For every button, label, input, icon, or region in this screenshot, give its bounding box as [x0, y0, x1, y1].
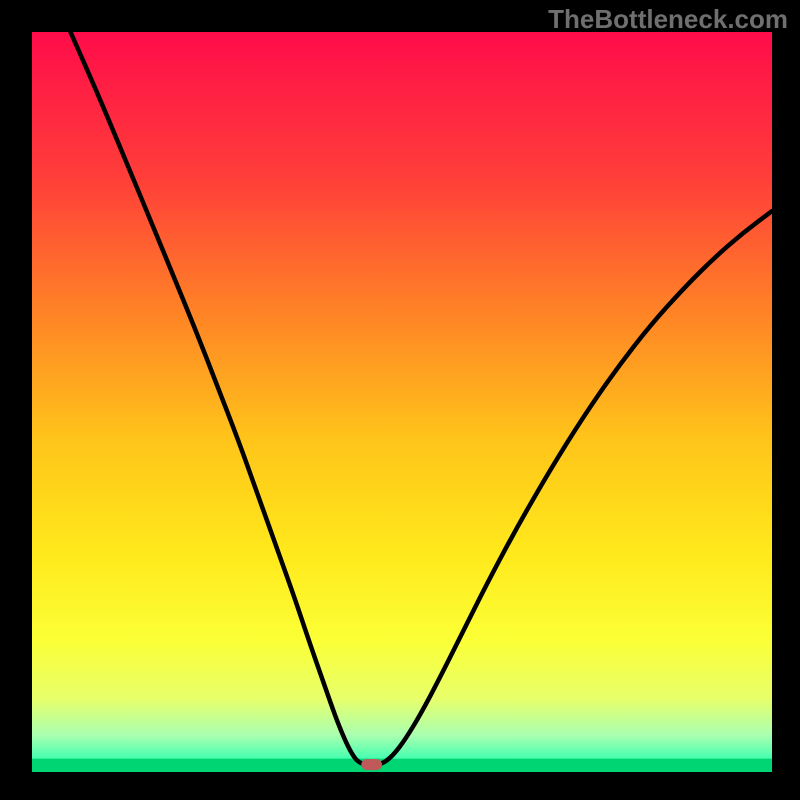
bottom-band: [32, 759, 772, 772]
optimal-point-marker: [361, 759, 382, 770]
gradient-background: [32, 32, 772, 772]
plot-area: [32, 32, 772, 772]
plot-svg: [32, 32, 772, 772]
chart-root: TheBottleneck.com: [0, 0, 800, 800]
watermark-text: TheBottleneck.com: [548, 4, 788, 35]
